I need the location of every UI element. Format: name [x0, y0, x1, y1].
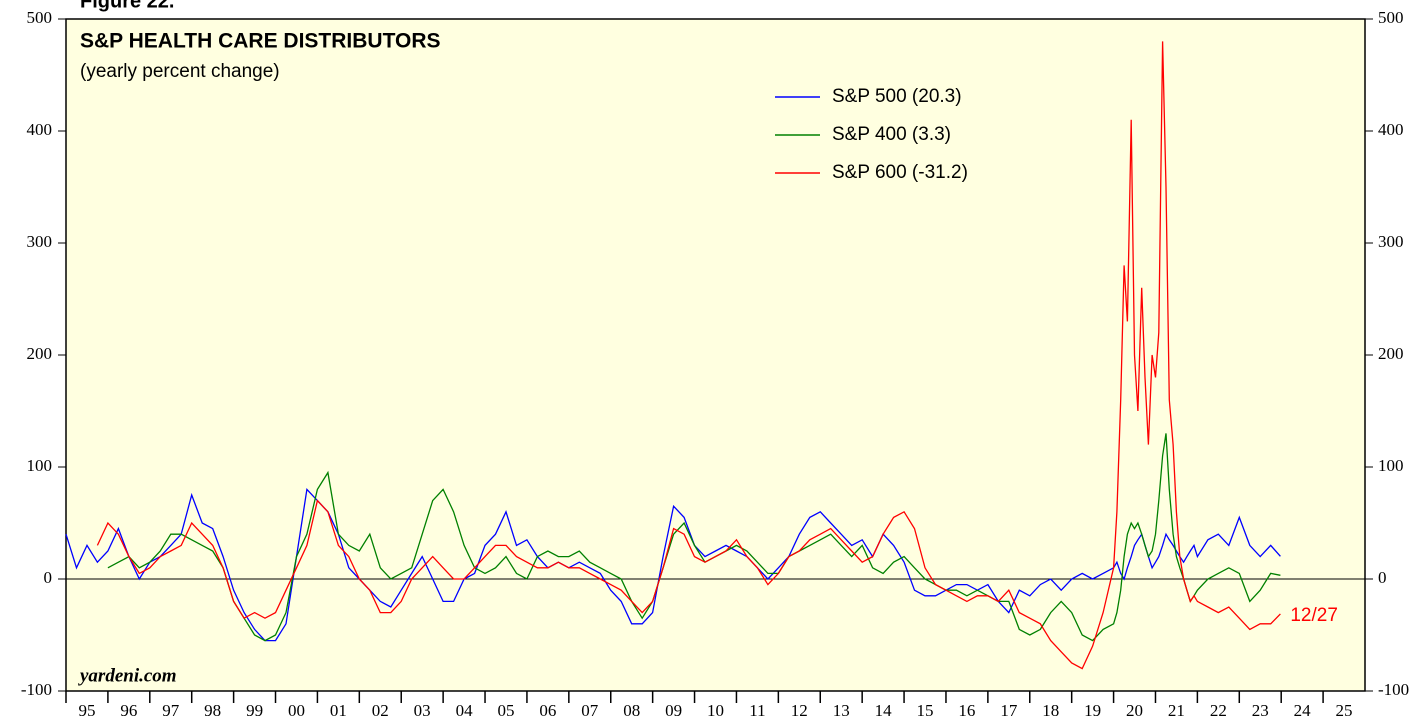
x-tick-label: 99	[246, 701, 263, 720]
legend-label: S&P 400 (3.3)	[832, 124, 951, 145]
x-tick-label: 07	[581, 701, 599, 720]
x-tick-label: 08	[623, 701, 640, 720]
x-tick-label: 17	[1000, 701, 1018, 720]
y2-tick-label: 400	[1378, 120, 1404, 139]
x-tick-label: 23	[1252, 701, 1269, 720]
source: yardeni.com	[78, 665, 177, 686]
legend: S&P 500 (20.3) S&P 400 (3.3) S&P 600 (-31.…	[775, 86, 968, 183]
x-tick-label: 12	[791, 701, 808, 720]
x-tick-label: 21	[1168, 701, 1185, 720]
x-tick-label: 96	[120, 701, 137, 720]
x-tick-label: 19	[1084, 701, 1101, 720]
x-tick-label: 01	[330, 701, 347, 720]
plot-area	[65, 18, 1366, 692]
x-tick-label: 04	[456, 701, 474, 720]
x-tick-label: 15	[917, 701, 934, 720]
x-tick-label: 05	[497, 701, 514, 720]
y-tick-label: 500	[27, 8, 53, 27]
legend-label: S&P 600 (-31.2)	[832, 162, 968, 183]
x-tick-label: 02	[372, 701, 389, 720]
y2-tick-label: 200	[1378, 344, 1404, 363]
chart-title: S&P HEALTH CARE DISTRIBUTORS	[80, 30, 441, 53]
x-tick-label: 13	[833, 701, 850, 720]
y-tick-label: 400	[27, 120, 53, 139]
y-tick-label: 300	[27, 232, 53, 251]
x-tick-label: 16	[958, 701, 975, 720]
chart-subtitle: (yearly percent change)	[80, 61, 280, 82]
x-tick-label: 03	[414, 701, 431, 720]
x-tick-label: 18	[1042, 701, 1059, 720]
x-tick-label: 00	[288, 701, 305, 720]
x-tick-label: 97	[162, 701, 180, 720]
x-tick-label: 10	[707, 701, 724, 720]
y-tick-label: 100	[27, 456, 53, 475]
y2-tick-label: 100	[1378, 456, 1404, 475]
y2-tick-label: 500	[1378, 8, 1404, 27]
y2-tick-label: 0	[1378, 568, 1387, 587]
y-tick-label: 0	[44, 568, 53, 587]
series-line	[96, 41, 1281, 670]
figure-label: Figure 22.	[80, 0, 174, 12]
y2-tick-label: 300	[1378, 232, 1404, 251]
x-tick-label: 98	[204, 701, 221, 720]
x-tick-label: 22	[1210, 701, 1227, 720]
x-tick-label: 06	[539, 701, 556, 720]
y-tick-label: -100	[21, 680, 52, 699]
x-tick-label: 14	[875, 701, 893, 720]
x-tick-label: 24	[1294, 701, 1312, 720]
x-tick-label: 95	[78, 701, 95, 720]
annotation: 12/27	[1290, 605, 1338, 626]
x-tick-label: 20	[1126, 701, 1143, 720]
x-tick-label: 09	[665, 701, 682, 720]
legend-label: S&P 500 (20.3)	[832, 86, 962, 107]
x-tick-label: 25	[1336, 701, 1353, 720]
y2-tick-label: -100	[1378, 680, 1409, 699]
y-tick-label: 200	[27, 344, 53, 363]
x-tick-label: 11	[749, 701, 765, 720]
